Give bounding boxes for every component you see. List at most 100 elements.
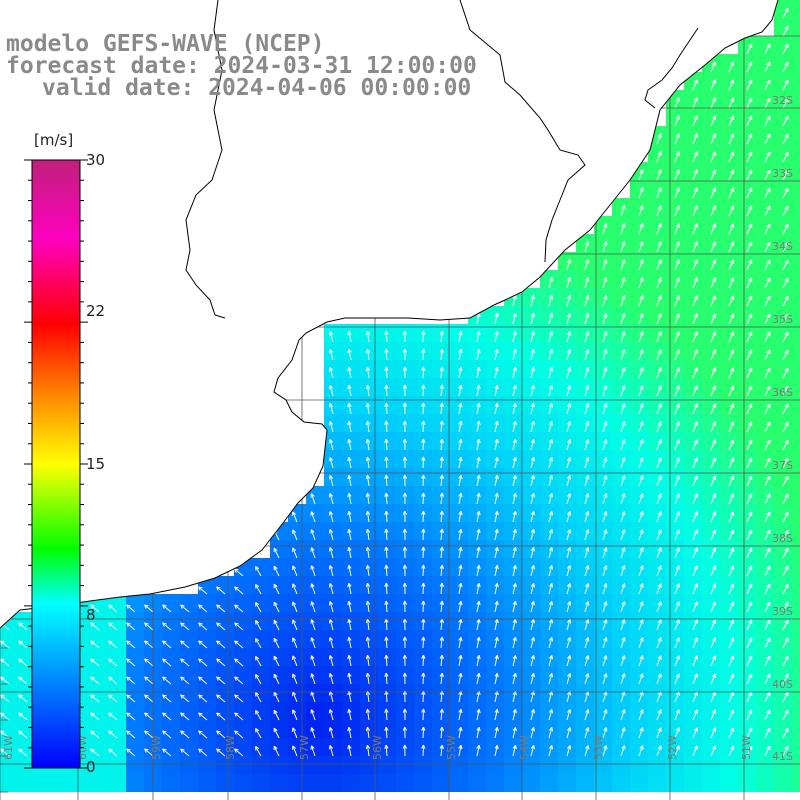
wind-arrow	[384, 420, 389, 433]
field-cell	[738, 144, 756, 162]
wind-arrow	[782, 583, 789, 595]
wind-arrow	[602, 403, 608, 415]
wind-arrow	[566, 547, 572, 559]
field-cell	[792, 288, 800, 306]
wind-arrow	[764, 457, 771, 469]
field-cell	[450, 504, 468, 522]
field-cell	[432, 774, 450, 792]
field-cell	[180, 702, 198, 720]
field-cell	[468, 558, 486, 576]
field-cell	[648, 630, 666, 648]
wind-arrow	[692, 295, 698, 307]
wind-arrow	[674, 115, 680, 127]
wind-arrow	[656, 205, 662, 217]
wind-arrow	[548, 529, 554, 541]
field-cell	[252, 612, 270, 630]
wind-arrow	[602, 529, 608, 541]
field-cell	[792, 594, 800, 612]
wind-arrow	[18, 748, 28, 757]
wind-arrow	[548, 403, 554, 415]
field-cell	[486, 702, 504, 720]
wind-arrow	[439, 636, 444, 649]
wind-arrow	[439, 438, 444, 451]
wind-arrow	[494, 312, 499, 325]
wind-arrow	[421, 402, 426, 415]
field-cell	[108, 648, 126, 666]
field-cell	[90, 738, 108, 756]
field-cell	[792, 684, 800, 702]
field-cell	[774, 180, 792, 198]
field-cell	[558, 540, 576, 558]
wind-arrow	[255, 692, 262, 703]
field-cell	[792, 468, 800, 486]
field-cell	[288, 738, 306, 756]
wind-arrow	[512, 438, 517, 451]
field-cell	[792, 252, 800, 270]
field-cell	[738, 306, 756, 324]
field-cell	[612, 486, 630, 504]
wind-arrow	[782, 421, 789, 433]
wind-arrow	[512, 636, 517, 649]
field-cell	[630, 396, 648, 414]
wind-arrow	[656, 295, 662, 307]
wind-arrow	[710, 493, 716, 505]
wind-arrow	[548, 619, 554, 631]
wind-arrow	[764, 241, 771, 253]
field-cell	[234, 756, 252, 774]
field-cell	[594, 396, 612, 414]
wind-arrow	[728, 187, 735, 199]
wind-arrow	[530, 745, 535, 757]
field-cell	[756, 756, 774, 774]
wind-arrow	[328, 709, 334, 721]
field-cell	[792, 162, 800, 180]
field-cell	[720, 306, 738, 324]
wind-arrow	[198, 622, 208, 631]
wind-arrow	[620, 601, 626, 613]
field-cell	[792, 234, 800, 252]
wind-arrow	[384, 330, 389, 343]
wind-arrow	[90, 604, 100, 613]
wind-arrow	[782, 565, 789, 577]
field-cell	[756, 54, 774, 72]
wind-arrow	[674, 295, 680, 307]
field-cell	[324, 324, 342, 342]
field-cell	[162, 756, 180, 774]
field-cell	[450, 666, 468, 684]
wind-arrow	[584, 259, 590, 271]
wind-arrow	[384, 654, 389, 667]
field-cell	[306, 504, 324, 522]
field-cell	[324, 702, 342, 720]
wind-arrow	[746, 619, 753, 631]
wind-arrow	[692, 565, 698, 577]
wind-arrow	[310, 493, 316, 505]
wind-arrow	[638, 565, 644, 577]
wind-arrow	[566, 493, 572, 505]
field-cell	[756, 252, 774, 270]
field-cell	[558, 432, 576, 450]
wind-arrow	[365, 654, 371, 667]
wind-arrow	[458, 744, 463, 757]
wind-arrow	[548, 745, 554, 757]
wind-arrow	[273, 637, 280, 649]
wind-arrow	[764, 151, 771, 163]
field-cell	[216, 648, 234, 666]
field-cell	[540, 576, 558, 594]
field-cell	[738, 540, 756, 558]
field-cell	[270, 540, 288, 558]
field-cell	[720, 342, 738, 360]
field-cell	[306, 738, 324, 756]
field-cell	[684, 324, 702, 342]
field-cell	[630, 738, 648, 756]
field-cell	[612, 306, 630, 324]
wind-arrow	[728, 655, 735, 667]
wind-arrow	[162, 676, 172, 685]
field-cell	[252, 648, 270, 666]
field-cell	[342, 504, 360, 522]
wind-arrow	[782, 277, 789, 289]
wind-arrow	[728, 511, 735, 523]
field-cell	[324, 774, 342, 792]
field-cell	[504, 720, 522, 738]
field-cell	[126, 630, 144, 648]
field-cell	[0, 630, 18, 648]
field-cell	[666, 468, 684, 486]
